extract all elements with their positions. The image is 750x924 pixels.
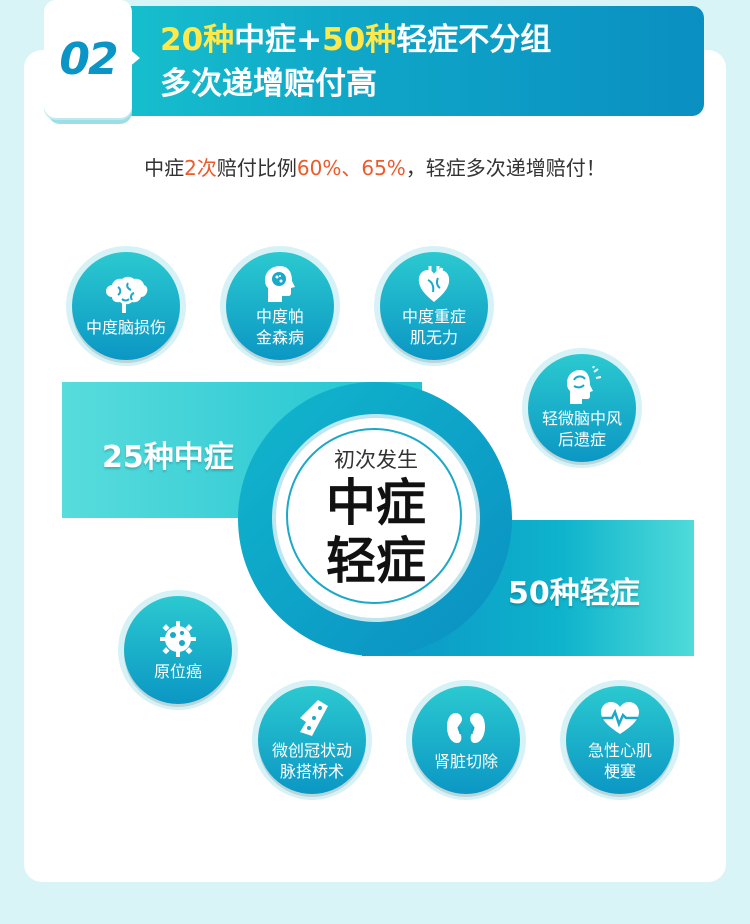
disease-brain-injury: 中度脑损伤 [66, 246, 186, 366]
disease-circle: 中度重症 肌无力 [380, 252, 488, 360]
disease-label: 肾脏切除 [433, 751, 498, 771]
disease-nephrectomy: 肾脏切除 [406, 680, 526, 800]
disease-stroke: 轻微脑中风 后遗症 [522, 348, 642, 468]
kidney-icon [447, 712, 485, 743]
header-banner [52, 6, 704, 116]
disease-circle: 中度脑损伤 [72, 252, 180, 360]
disease-bypass: 微创冠状动 脉搭桥术 [252, 680, 372, 800]
disease-label: 微创冠状动 脉搭桥术 [271, 741, 352, 781]
title-line-1: 20种中症+50种轻症不分组 [160, 18, 551, 62]
heart-anatomy-icon [418, 266, 450, 302]
section-badge: 02 [44, 0, 132, 118]
head-parkinson-icon [265, 266, 295, 302]
subtitle-part: 中症 [144, 156, 185, 180]
disease-circle: 肾脏切除 [412, 686, 520, 794]
badge-notch [128, 48, 140, 68]
disease-circle: 微创冠状动 脉搭桥术 [258, 686, 366, 794]
disease-label: 中度脑损伤 [85, 317, 166, 337]
subtitle-times: 2次 [184, 156, 217, 180]
disease-label: 中度重症 肌无力 [401, 307, 466, 347]
disease-label: 急性心肌 梗塞 [587, 741, 652, 781]
disease-label: 轻微脑中风 后遗症 [541, 409, 622, 449]
center-text: 初次发生 中症 轻症 [276, 418, 476, 618]
disease-myasthenia: 中度重症 肌无力 [374, 246, 494, 366]
disease-myocardial-infarction: 急性心肌 梗塞 [560, 680, 680, 800]
title-count-mid: 20种 [160, 22, 235, 58]
artery-icon [300, 700, 328, 736]
title-mid: 中症+ [234, 22, 323, 58]
subtitle: 中症2次赔付比例60%、65%，轻症多次递增赔付！ [0, 152, 750, 181]
left-band-label: 25种中症 [102, 440, 234, 475]
head-stroke-icon [567, 366, 602, 404]
brain-icon [106, 276, 148, 313]
center-light: 轻症 [326, 532, 426, 590]
disease-carcinoma: 原位癌 [118, 590, 238, 710]
title-line-2: 多次递增赔付高 [160, 66, 377, 102]
title-count-light: 50种 [322, 22, 397, 58]
title-light: 轻症不分组 [396, 22, 552, 58]
disease-label: 中度帕 金森病 [255, 307, 304, 347]
heart-pulse-icon [601, 702, 639, 734]
subtitle-part: ，轻症多次递增赔付！ [405, 156, 606, 180]
center-caption: 初次发生 [334, 448, 418, 472]
badge-number: 02 [59, 33, 118, 85]
disease-circle: 中度帕 金森病 [226, 252, 334, 360]
header-title: 20种中症+50种轻症不分组 多次递增赔付高 [160, 18, 551, 106]
subtitle-part: 赔付比例 [216, 156, 297, 180]
disease-circle: 急性心肌 梗塞 [566, 686, 674, 794]
disease-label: 原位癌 [153, 661, 202, 681]
virus-icon [160, 620, 196, 657]
right-band-label: 50种轻症 [508, 576, 640, 611]
center-mid: 中症 [326, 474, 426, 532]
subtitle-ratio: 60%、65% [296, 156, 406, 180]
center-disc-outline [286, 428, 462, 604]
disease-parkinson: 中度帕 金森病 [220, 246, 340, 366]
disease-circle: 原位癌 [124, 596, 232, 704]
disease-circle: 轻微脑中风 后遗症 [528, 354, 636, 462]
